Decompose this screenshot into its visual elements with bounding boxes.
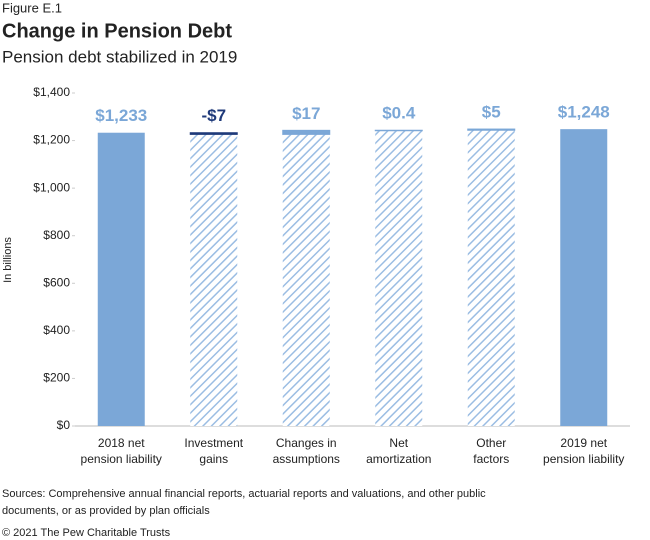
- bar: [189, 132, 238, 135]
- bar: [374, 129, 423, 132]
- x-tick-label: factors: [473, 452, 509, 466]
- x-tick-label: Other: [476, 436, 506, 450]
- sources: Sources: Comprehensive annual financial …: [2, 488, 486, 500]
- figure-label: Figure E.1: [2, 0, 62, 15]
- value-label: $1,233: [95, 106, 147, 125]
- x-tick-label: 2018 net: [98, 436, 145, 450]
- y-tick-label: $0: [57, 418, 71, 432]
- y-tick-label: $1,000: [33, 180, 70, 194]
- value-label: $17: [292, 104, 320, 123]
- x-tick-label: gains: [199, 452, 228, 466]
- base-hatch: [375, 130, 423, 426]
- x-tick-label: assumptions: [273, 452, 340, 466]
- y-axis-label: In billions: [2, 237, 14, 283]
- base-hatch: [190, 134, 238, 426]
- chart-subtitle: Pension debt stabilized in 2019: [2, 47, 237, 66]
- x-tick-label: Changes in: [276, 436, 337, 450]
- bar: [467, 128, 516, 131]
- x-tick-label: Investment: [184, 436, 243, 450]
- value-label: $5: [482, 103, 501, 122]
- y-tick-label: $800: [43, 228, 70, 242]
- y-tick-label: $400: [43, 323, 70, 337]
- x-tick-label: 2019 net: [560, 436, 607, 450]
- bar: [560, 129, 608, 426]
- value-label: $0.4: [382, 104, 416, 123]
- copyright: © 2021 The Pew Charitable Trusts: [2, 527, 171, 539]
- value-label: $1,248: [558, 103, 610, 122]
- x-tick-label: amortization: [366, 452, 431, 466]
- y-tick-label: $600: [43, 275, 70, 289]
- y-tick-label: $200: [43, 371, 70, 385]
- value-label: -$7: [201, 106, 226, 125]
- x-tick-label: pension liability: [81, 452, 162, 466]
- chart-title: Change in Pension Debt: [2, 20, 232, 42]
- y-tick-label: $1,200: [33, 133, 70, 147]
- bar: [282, 129, 331, 135]
- bar: [97, 132, 145, 426]
- x-tick-label: pension liability: [543, 452, 624, 466]
- sources: documents, or as provided by plan offici…: [2, 505, 210, 517]
- base-hatch: [282, 134, 330, 426]
- x-tick-label: Net: [389, 436, 408, 450]
- base-hatch: [467, 130, 515, 427]
- y-tick-label: $1,400: [33, 85, 70, 99]
